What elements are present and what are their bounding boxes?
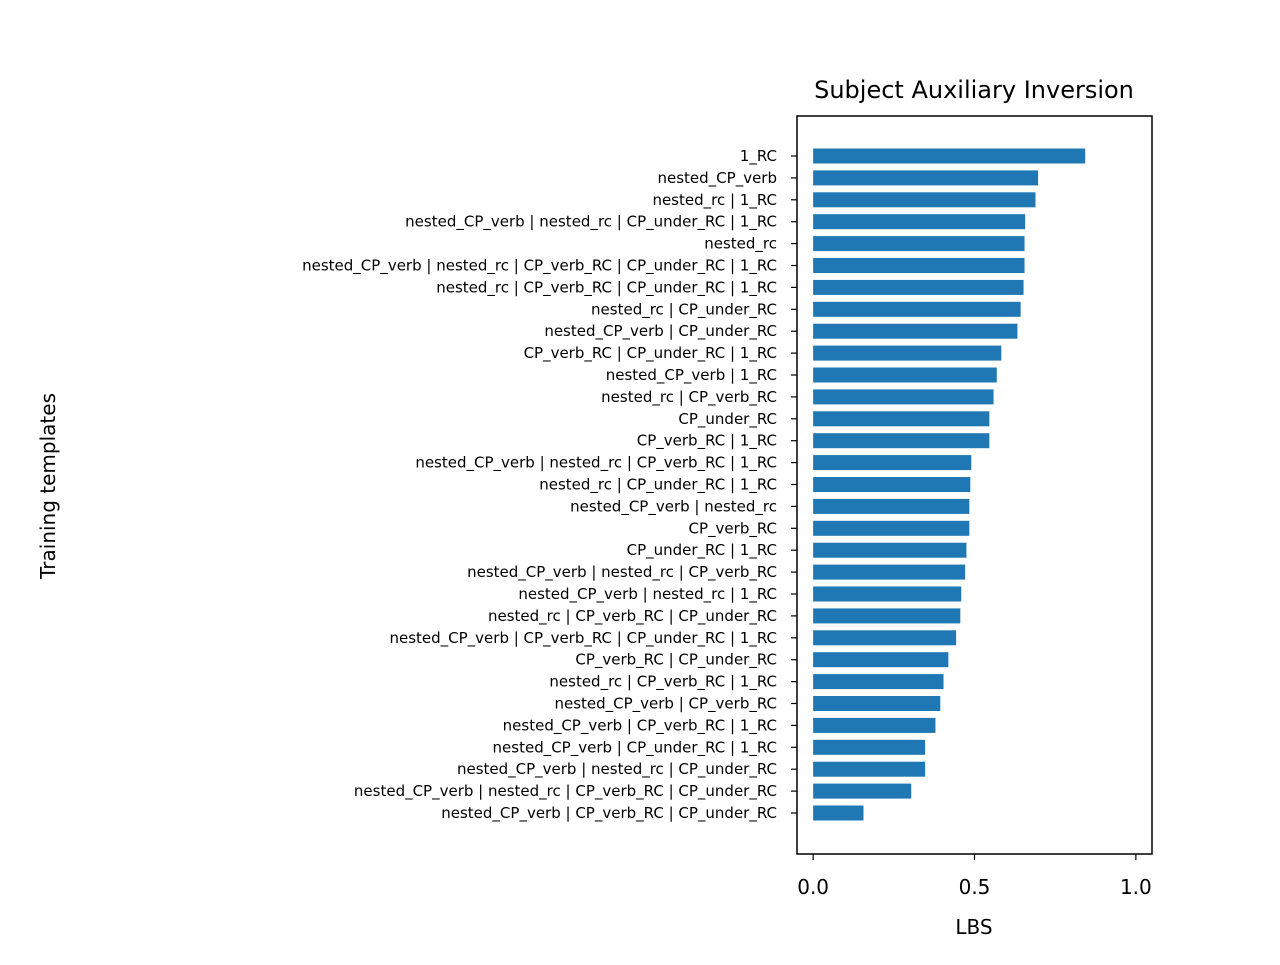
category-label-22: nested_CP_verb | CP_verb_RC | CP_under_R…	[389, 629, 777, 648]
category-label-18: CP_under_RC | 1_RC	[627, 541, 777, 560]
category-label-9: CP_verb_RC | CP_under_RC | 1_RC	[524, 344, 777, 363]
category-label-26: nested_CP_verb | CP_verb_RC | 1_RC	[503, 716, 777, 735]
category-labels: 1_RC nested_CP_verb nested_rc | 1_RCnested…	[302, 147, 797, 823]
category-label-1: nested_CP_verb	[658, 169, 778, 188]
x-axis-ticks: 0.0 0.5 1.0	[797, 854, 1152, 899]
bar-15	[813, 477, 971, 492]
bar-12	[813, 411, 990, 427]
category-label-4: nested_rc	[704, 235, 777, 254]
x-tick-label-0: 0.0	[797, 875, 829, 899]
bar-9	[813, 345, 1002, 361]
bar-30	[813, 805, 864, 821]
category-label-15: nested_rc | CP_under_RC | 1_RC	[539, 476, 777, 495]
category-label-24: nested_rc | CP_verb_RC | 1_RC	[549, 673, 777, 692]
category-label-29: nested_CP_verb | nested_rc | CP_verb_RC …	[354, 782, 777, 801]
bar-24	[813, 674, 944, 690]
category-label-7: nested_rc | CP_under_RC	[591, 300, 777, 319]
category-label-19: nested_CP_verb | nested_rc | CP_verb_RC	[467, 563, 777, 582]
category-label-2: nested_rc | 1_RC	[652, 191, 777, 210]
category-label-13: CP_verb_RC | 1_RC	[637, 432, 777, 451]
category-label-14: nested_CP_verb | nested_rc | CP_verb_RC …	[415, 454, 777, 473]
bar-23	[813, 652, 949, 668]
bar-20	[813, 586, 962, 602]
bar-6	[813, 279, 1024, 295]
bar-8	[813, 323, 1018, 339]
category-label-6: nested_rc | CP_verb_RC | CP_under_RC | 1…	[436, 278, 777, 297]
bar-13	[813, 433, 990, 449]
y-axis-label: Training templates	[36, 393, 60, 580]
bars-layer	[813, 148, 1086, 821]
category-label-16: nested_CP_verb | nested_rc	[570, 497, 777, 516]
bar-2	[813, 192, 1036, 208]
bar-29	[813, 783, 912, 799]
x-tick-label-2: 1.0	[1120, 875, 1152, 899]
bar-21	[813, 608, 961, 624]
bar-16	[813, 498, 970, 514]
category-label-23: CP_verb_RC | CP_under_RC	[575, 651, 777, 670]
category-label-17: CP_verb_RC	[689, 519, 777, 538]
category-label-5: nested_CP_verb | nested_rc | CP_verb_RC …	[302, 257, 777, 276]
category-label-21: nested_rc | CP_verb_RC | CP_under_RC	[488, 607, 777, 626]
bar-27	[813, 739, 926, 755]
bar-18	[813, 542, 967, 558]
category-label-30: nested_CP_verb | CP_verb_RC | CP_under_R…	[441, 804, 777, 823]
category-label-12: CP_under_RC	[678, 410, 777, 429]
bar-11	[813, 389, 994, 405]
bar-25	[813, 696, 941, 711]
bar-7	[813, 301, 1021, 317]
bar-10	[813, 367, 997, 383]
bar-5	[813, 258, 1025, 273]
plot-frame	[796, 115, 1153, 855]
chart-title: Subject Auxiliary Inversion	[814, 76, 1134, 104]
bar-17	[813, 520, 970, 536]
x-tick-label-1: 0.5	[959, 875, 991, 899]
category-label-10: nested_CP_verb | 1_RC	[606, 366, 777, 385]
category-label-28: nested_CP_verb | nested_rc | CP_under_RC	[457, 760, 777, 779]
category-label-0: 1_RC	[740, 147, 777, 166]
category-label-25: nested_CP_verb | CP_verb_RC	[554, 695, 777, 714]
bar-14	[813, 455, 972, 471]
bar-26	[813, 717, 936, 733]
category-label-27: nested_CP_verb | CP_under_RC | 1_RC	[493, 738, 777, 757]
bar-3	[813, 214, 1026, 230]
category-label-8: nested_CP_verb | CP_under_RC	[544, 322, 777, 341]
bar-22	[813, 630, 957, 646]
bar-28	[813, 761, 926, 777]
category-label-11: nested_rc | CP_verb_RC	[601, 388, 777, 407]
category-label-3: nested_CP_verb | nested_rc | CP_under_RC…	[405, 213, 777, 232]
category-label-20: nested_CP_verb | nested_rc | 1_RC	[518, 585, 777, 604]
bar-19	[813, 564, 966, 580]
x-axis-label: LBS	[955, 915, 992, 939]
bar-4	[813, 236, 1025, 252]
bar-0	[813, 148, 1086, 164]
bar-1	[813, 170, 1039, 186]
